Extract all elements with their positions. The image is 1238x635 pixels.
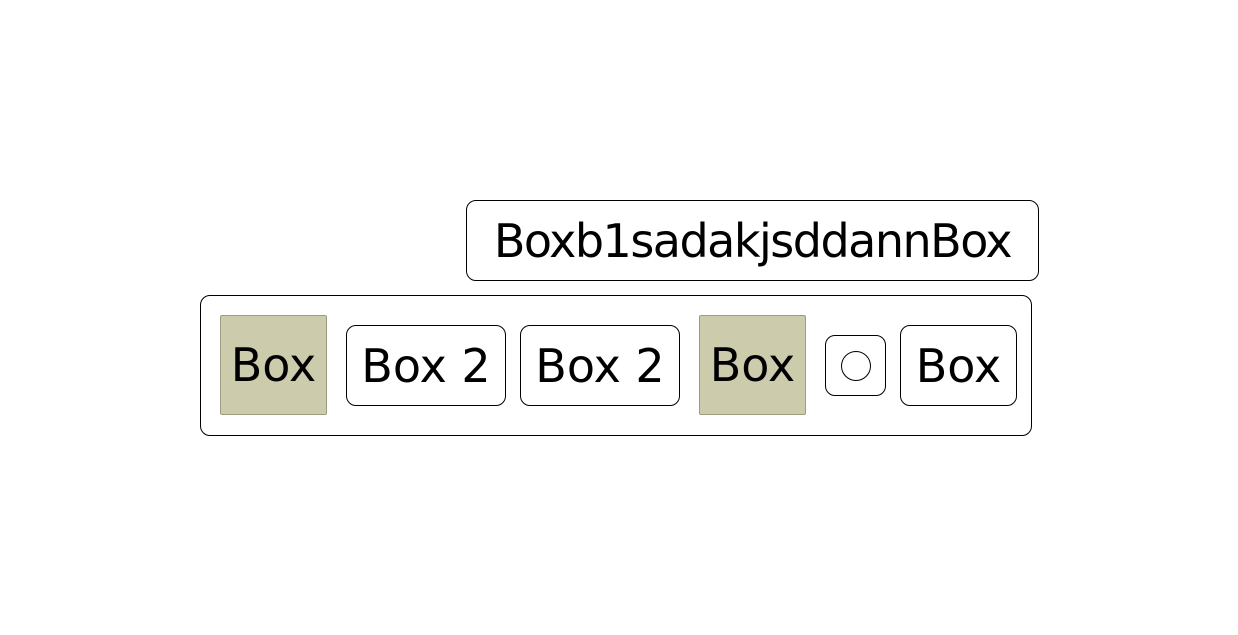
top-box: Boxb1sadakjsddannBox [466, 200, 1039, 281]
top-box-label: Boxb1sadakjsddannBox [493, 213, 1013, 268]
box-item-3-label: Box 2 [535, 338, 665, 393]
box-item-6[interactable]: Box [900, 325, 1017, 406]
box-item-4[interactable]: Box [699, 315, 806, 415]
box-item-6-label: Box [915, 338, 1002, 393]
box-item-1-label: Box [230, 338, 317, 392]
box-item-1[interactable]: Box [220, 315, 327, 415]
box-item-3[interactable]: Box 2 [520, 325, 680, 406]
radio-circle-icon[interactable] [840, 350, 871, 381]
box-item-4-label: Box [709, 338, 796, 392]
radio-box[interactable] [825, 335, 886, 396]
box-item-2[interactable]: Box 2 [346, 325, 506, 406]
box-item-2-label: Box 2 [361, 338, 491, 393]
